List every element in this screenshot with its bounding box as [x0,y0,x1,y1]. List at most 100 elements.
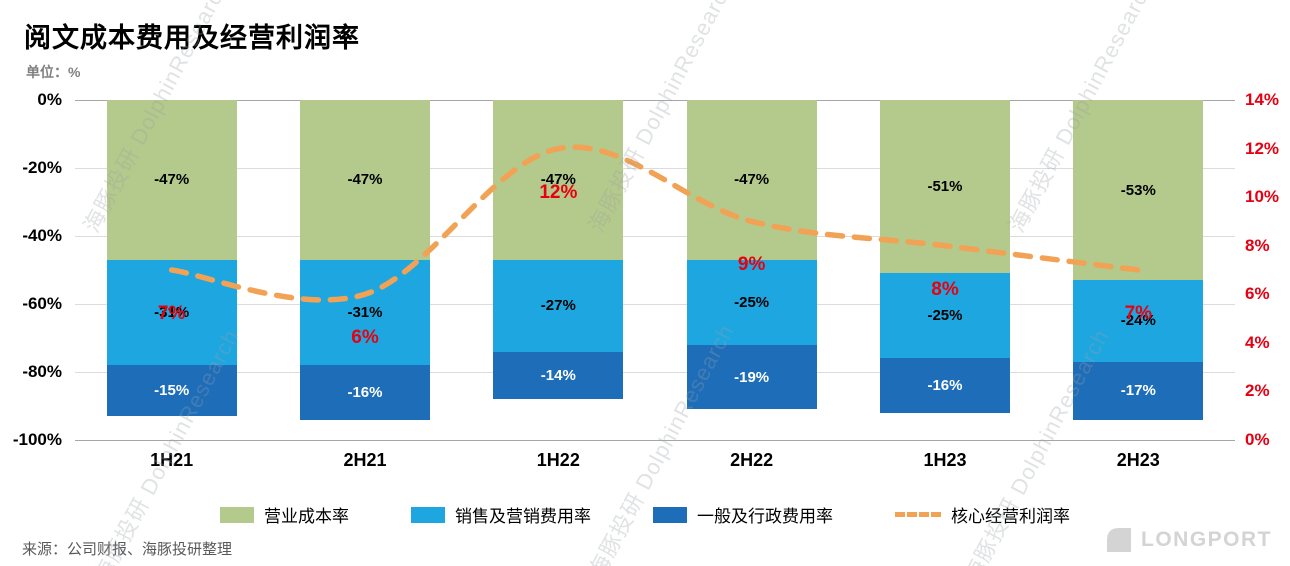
stacked-bar-2H21: -47% -31% -16% [299,100,430,420]
line-value-label: 6% [351,327,379,349]
bar-value-label: -17% [1120,382,1156,400]
bar-value-label: -25% [927,307,963,325]
line-value-label: 9% [737,254,766,276]
bar-value-label: -16% [927,377,963,395]
bar-value-label: -19% [734,368,770,386]
x-axis-label: 1H22 [536,450,580,470]
profit-margin-line [168,144,1142,303]
bar-segment: -27% [493,259,624,352]
legend: 营业成本率 销售及营销费用率 一般及行政费用率 核心经营利润率 [0,502,1290,527]
left-axis-tick: -40% [22,226,62,245]
right-axis-tick: 0% [1245,430,1270,449]
legend-line-swatch [895,512,941,517]
line-value-label: 8% [931,278,959,300]
legend-label: 一般及行政费用率 [697,507,833,526]
bar-value-label: -47% [734,171,770,189]
bar-segment: -47% [686,100,817,260]
bar-segment: -31% [106,259,237,366]
left-axis-tick: -60% [22,294,62,313]
line-value-label: 12% [539,181,578,203]
x-axis-label: 2H22 [730,450,774,470]
right-axis-tick: 4% [1245,332,1270,352]
bar-segment: -47% [106,100,237,260]
x-axis-label: 2H21 [343,450,387,470]
bar-value-label: -31% [154,303,190,321]
bar-segment: -19% [686,344,817,410]
bar-segment: -25% [686,259,817,345]
bar-slot: -47% -25% -19% [655,100,848,440]
stacked-bar-1H22: -47% -27% -14% [493,100,624,400]
gridline [75,236,1235,237]
bar-value-label: -27% [540,297,576,315]
bar-value-label: -24% [1120,312,1156,330]
bar-value-label: -15% [154,382,190,400]
legend-swatch [653,506,687,523]
bar-slot: -53% -24% -17% [1042,100,1235,440]
legend-label: 销售及营销费用率 [455,507,591,526]
right-axis-tick: 12% [1245,138,1280,158]
x-axis-label: 1H23 [923,450,967,470]
x-axis-label: 1H21 [150,450,194,470]
right-axis-tick: 10% [1245,187,1280,207]
bar-segment: -25% [879,273,1010,359]
bar-slot: -47% -31% -15% [75,100,268,440]
legend-item: 营业成本率 [220,502,349,527]
bar-value-label: -47% [540,171,576,189]
bar-segment: -14% [493,351,624,400]
bar-segment: -31% [299,259,430,366]
bar-value-label: -51% [927,178,963,196]
legend-swatch [220,506,254,523]
line-value-label: 7% [157,303,186,324]
left-axis: 0% -20% -40% -60% -80% -100% [0,91,62,448]
bar-segment: -47% [299,100,430,260]
bar-value-label: -31% [347,303,383,321]
bar-value-label: -25% [734,293,770,311]
longport-logo: LONGPORT [1106,527,1272,553]
bar-value-label: -47% [347,171,383,189]
bar-value-label: -16% [347,383,383,401]
right-axis-tick: 8% [1245,235,1270,255]
bar-segment: -15% [106,365,237,417]
bar-segment: -17% [1073,361,1204,420]
x-axis-label: 2H23 [1116,450,1160,470]
stacked-bar-2H23: -53% -24% -17% [1073,100,1204,420]
right-axis-tick: 6% [1245,284,1270,304]
left-axis-tick: 0% [37,90,62,109]
right-axis-tick: 14% [1245,90,1280,109]
bar-segment: -16% [879,358,1010,413]
gridline [75,372,1235,373]
left-axis-tick: -80% [22,362,62,381]
legend-item: 一般及行政费用率 [653,502,833,527]
bar-segment: -53% [1073,100,1204,281]
bar-value-label: -53% [1120,181,1156,199]
left-axis-tick: -100% [12,430,62,449]
longport-logo-text: LONGPORT [1141,528,1272,551]
bar-segment: -24% [1073,280,1204,362]
stacked-bar-1H21: -47% -31% -15% [106,100,237,417]
x-axis: 1H21 2H21 1H22 2H22 1H23 2H23 [75,450,1235,476]
gridline [75,100,1235,101]
bar-value-label: -14% [540,366,576,384]
unit-label: 单位：% [26,64,81,80]
plot-area: -47% -31% -15% -47% -31% -16% -47% -27% -14% -47%… [75,100,1235,441]
bar-segment: -47% [493,100,624,260]
bar-slot: -47% -31% -16% [268,100,461,440]
left-axis-tick: -20% [22,158,62,177]
gridline [75,168,1235,169]
legend-item: 核心经营利润率 [895,502,1070,527]
stacked-bar-2H22: -47% -25% -19% [686,100,817,410]
right-axis: 14% 12% 10% 8% 6% 4% 2% 0% [1245,91,1290,448]
bar-segment: -16% [299,365,430,420]
legend-label: 营业成本率 [264,507,349,526]
bar-slot: -47% -27% -14% [462,100,655,440]
source-note: 来源：公司财报、海豚投研整理 [22,541,233,558]
right-axis-tick: 2% [1245,381,1270,401]
page-title: 阅文成本费用及经营利润率 [24,23,360,53]
gridline [75,304,1235,305]
legend-item: 销售及营销费用率 [411,502,591,527]
line-value-label: 7% [1124,303,1153,324]
bars-container: -47% -31% -15% -47% -31% -16% -47% -27% -14% -47%… [75,100,1235,440]
legend-swatch [411,506,445,523]
bar-value-label: -47% [154,171,190,189]
